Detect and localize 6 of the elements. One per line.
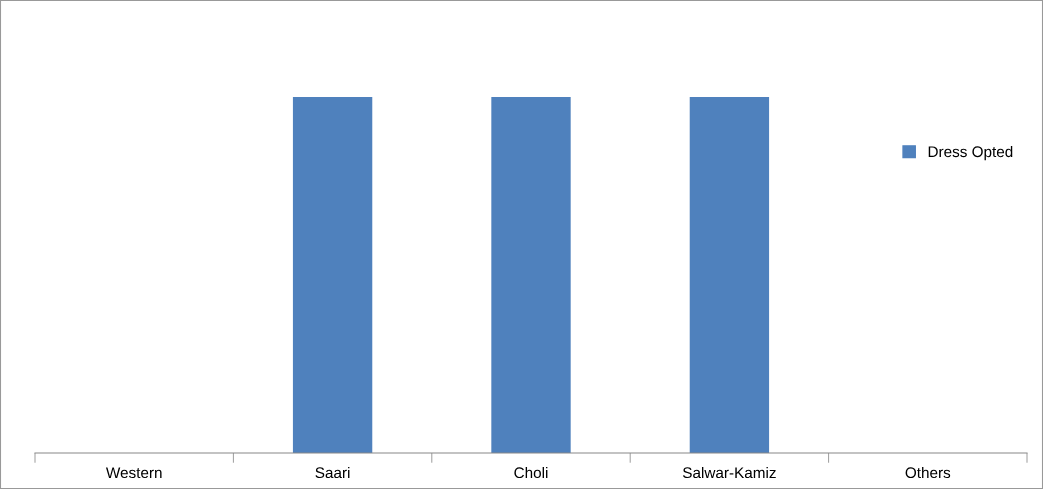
x-tick-label: Others <box>905 466 951 479</box>
x-tick-label: Salwar-Kamiz <box>682 466 776 479</box>
legend-label: Dress Opted <box>928 145 1013 161</box>
x-tick-label: Choli <box>514 466 548 479</box>
x-tick-label: Saari <box>315 466 350 479</box>
x-tick-label: Western <box>105 467 162 479</box>
